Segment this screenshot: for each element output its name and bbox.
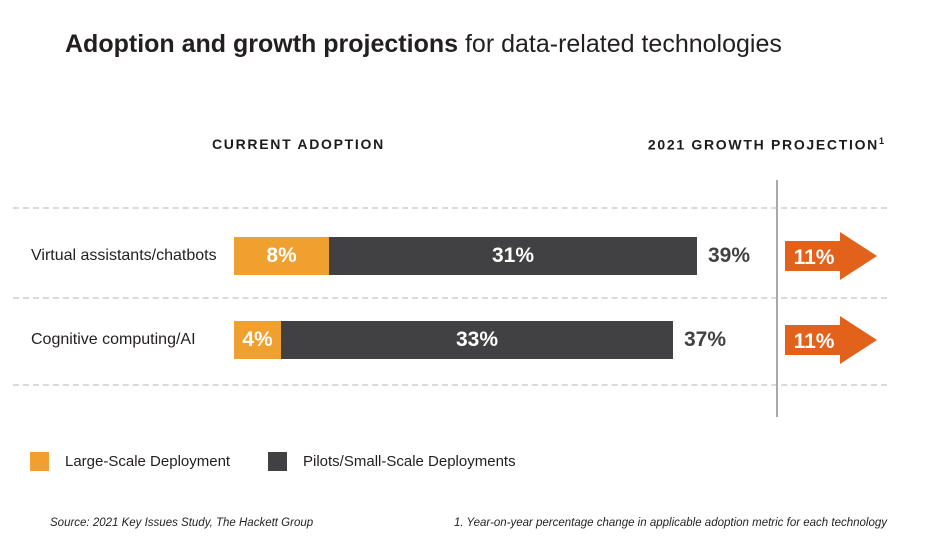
growth-arrow-icon: 11% (785, 232, 877, 280)
chart-row: Cognitive computing/AI 4% 33% 37% 11% (0, 316, 926, 364)
column-header-current-adoption: CURRENT ADOPTION (212, 136, 385, 152)
bar-segment-large-scale: 4% (234, 321, 281, 359)
row-divider-dashed-line (13, 207, 887, 209)
row-divider-dashed-line (13, 384, 887, 386)
column-header-growth-text: 2021 GROWTH PROJECTION (647, 136, 879, 153)
footnote-marker: 1 (878, 136, 884, 146)
bar-segment-pilots: 31% (329, 237, 697, 275)
legend-label: Large-Scale Deployment (65, 453, 231, 470)
growth-column-separator-line (776, 180, 778, 417)
row-category-label: Virtual assistants/chatbots (31, 247, 217, 264)
growth-arrow-icon: 11% (785, 316, 877, 364)
growth-value-label: 11% (794, 246, 835, 269)
growth-value-label: 11% (794, 330, 835, 353)
total-value-label: 37% (684, 328, 727, 351)
row-divider-dashed-line (13, 297, 887, 299)
page-title: Adoption and growth projections for data… (65, 30, 782, 59)
bar-value-label: 31% (491, 244, 535, 267)
page-title-regular: for data-related technologies (458, 30, 782, 58)
bar-segment-pilots: 33% (281, 321, 673, 359)
legend-item-pilots: Pilots/Small-Scale Deployments (268, 452, 516, 471)
adoption-bar: 4% 33% (234, 321, 673, 359)
bar-value-label: 8% (266, 244, 297, 267)
footnote-text: 1. Year-on-year percentage change in app… (453, 517, 887, 529)
legend-label: Pilots/Small-Scale Deployments (303, 453, 516, 470)
row-category-label: Cognitive computing/AI (31, 331, 196, 348)
bar-segment-large-scale: 8% (234, 237, 329, 275)
legend-swatch-pilots (268, 452, 287, 471)
bar-value-label: 33% (455, 328, 499, 351)
column-header-growth-projection: 2021 GROWTH PROJECTION1 (648, 136, 884, 153)
legend-item-large-scale: Large-Scale Deployment (30, 452, 230, 471)
total-value-label: 39% (708, 244, 751, 267)
legend-swatch-large-scale (30, 452, 49, 471)
source-citation: Source: 2021 Key Issues Study, The Hacke… (50, 517, 314, 529)
chart-row: Virtual assistants/chatbots 8% 31% 39% 11% (0, 232, 926, 280)
adoption-bar: 8% 31% (234, 237, 697, 275)
bar-value-label: 4% (242, 328, 273, 351)
page-title-bold: Adoption and growth projections (65, 30, 459, 58)
